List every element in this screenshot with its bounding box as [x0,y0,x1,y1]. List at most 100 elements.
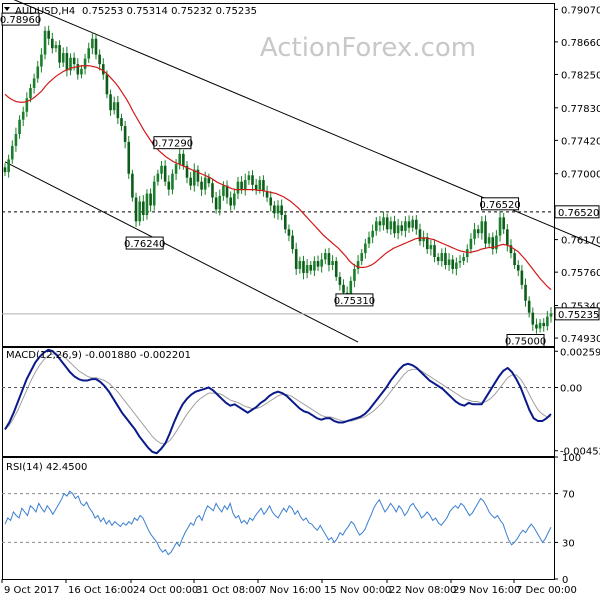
candle [546,311,549,331]
candle [149,188,152,212]
candle [3,163,7,177]
candle [225,180,229,204]
candle [269,191,273,212]
candle [451,255,455,274]
candle [396,218,400,240]
candle [433,239,436,263]
ma-line [4,65,552,291]
candle [418,223,422,246]
candle [291,230,294,254]
candle [101,58,105,80]
candle [156,169,160,186]
candle [58,40,61,69]
annotation-label: 0.76520 [479,200,520,211]
candle [236,176,240,200]
candle [152,175,156,211]
candle [487,233,491,248]
rsi-tick-label: 0 [562,575,568,586]
candle [316,255,320,271]
candle [265,185,269,202]
current-price-label: 0.75235 [554,307,600,321]
candle [509,239,513,259]
candle [334,257,338,281]
candle [251,170,254,192]
panel-frame [2,347,555,457]
candle [429,240,433,256]
candle [160,161,163,180]
candle [385,213,389,234]
candle [425,232,429,254]
symbol-label: AUDUSD,H4 [15,6,75,17]
annotation-label: 0.76240 [124,239,165,250]
candle [538,319,542,333]
candle [123,120,127,149]
candle [491,232,495,255]
annotation-label: 0.75310 [334,296,375,307]
candle [469,233,473,254]
candle [462,253,465,266]
candle [192,163,196,192]
candle [407,215,411,233]
candle [233,189,236,210]
candle [389,216,393,235]
price-tick-label: 0.74930 [561,334,600,345]
candle [516,260,520,277]
candle [465,244,469,263]
candle [32,73,36,94]
candle [305,259,309,279]
rsi-series [2,490,554,556]
time-tick-label: 9 Oct 2017 [4,585,59,596]
candle [313,256,316,277]
candle [262,175,265,197]
candle [535,318,538,334]
candle [498,211,502,242]
macd-label: MACD(12,26,9) -0.001880 -0.002201 [6,350,191,361]
candle [14,127,18,152]
candle [240,176,243,194]
candle [455,257,458,276]
candle [214,191,218,214]
candle [393,215,396,238]
candle [87,42,91,63]
candle [502,213,505,235]
chevron-down-icon[interactable] [4,7,10,11]
time-tick-label: 29 Nov 16:00 [453,585,520,596]
candle [356,255,360,275]
annotation-label: 0.78960 [0,15,41,26]
candle [218,189,222,216]
rsi-tick-label: 70 [562,490,575,501]
candle [506,224,509,252]
rsi-tick-label: 100 [562,453,581,464]
price-tick-label: 0.78250 [561,70,600,81]
candle [229,191,232,211]
candle [371,224,374,244]
level-label: 0.76520 [554,205,600,219]
time-tick-label: 22 Nov 08:00 [389,585,456,596]
candle [196,165,200,187]
candle [404,216,407,238]
candle [276,200,280,220]
candle [247,170,251,185]
macd-tick-label: 0.002595 [560,347,600,358]
candle [138,195,141,226]
current-price-label-text: 0.75235 [558,310,599,321]
price-tick-label: 0.79070 [561,5,600,16]
candle [513,249,516,269]
candle [327,247,331,272]
rsi-label: RSI(14) 42.4500 [6,462,87,473]
candle [524,278,527,307]
candle [145,189,149,220]
macd-line [4,348,552,455]
time-tick-label: 7 Dec 00:00 [516,585,577,596]
level-label-text: 0.76520 [558,208,599,219]
candle [302,255,305,280]
candle [480,216,484,240]
candle [287,224,291,242]
price-annotations: 0.78960 0.77290 0.76240 0.75310 0.76520 0.750… [0,12,546,348]
macd-signal-line [4,353,551,444]
candle [476,224,480,239]
price-annotation: 0.76520 [479,197,521,211]
candle [25,92,29,117]
candle [69,53,72,76]
